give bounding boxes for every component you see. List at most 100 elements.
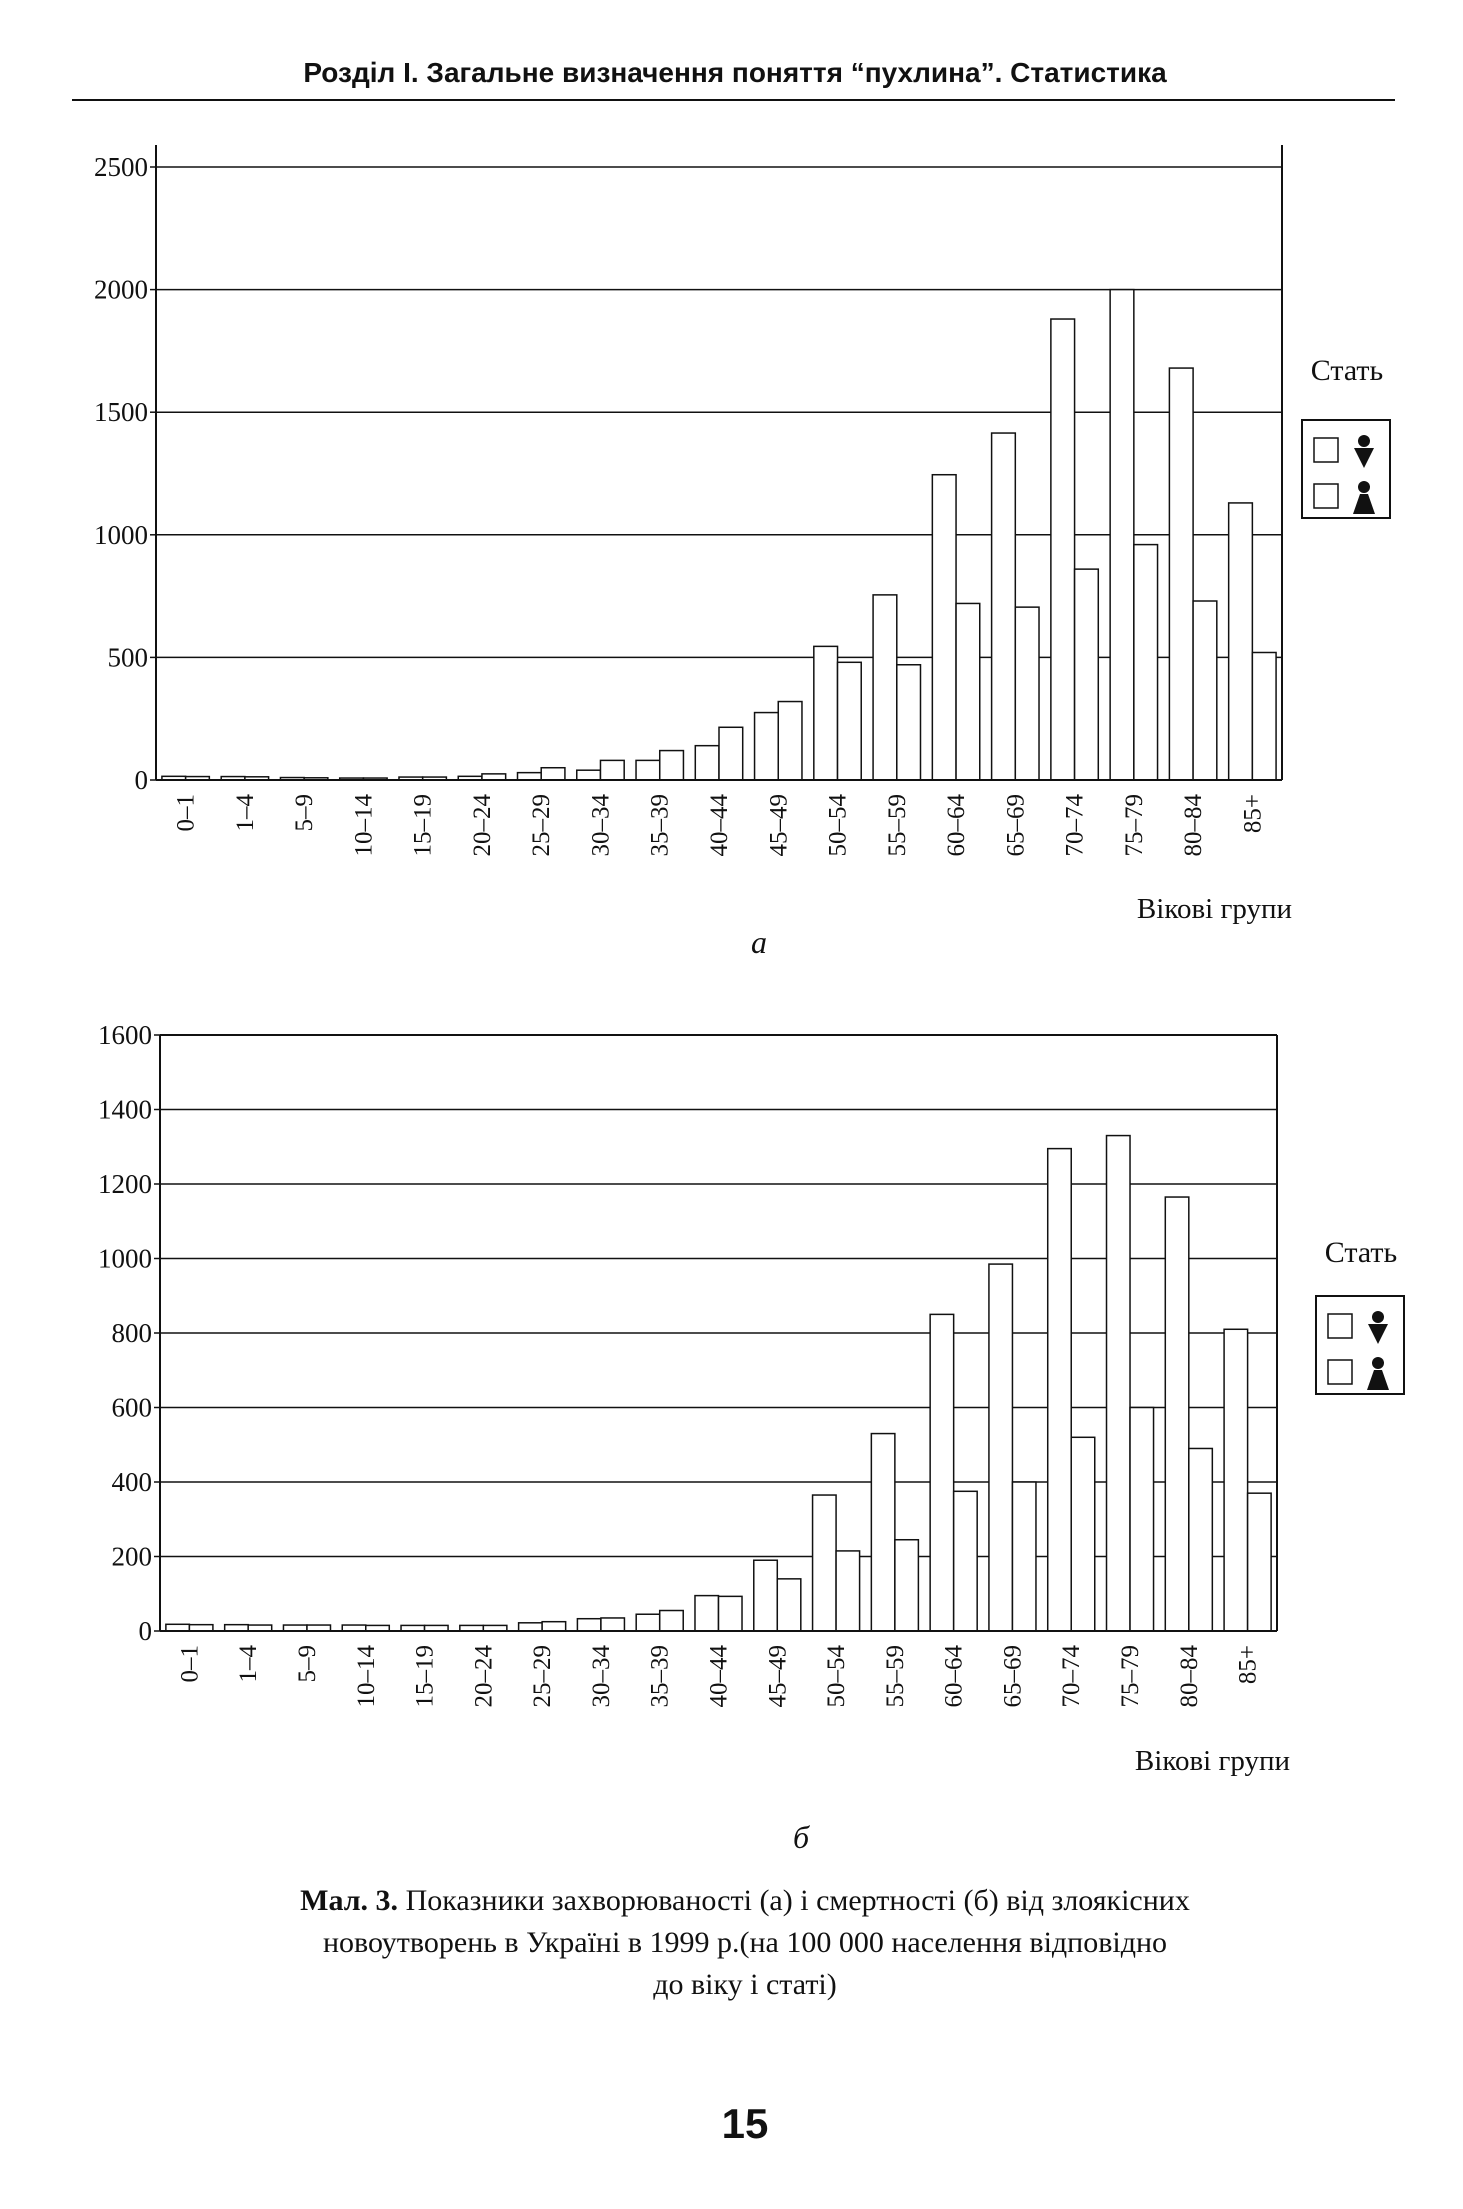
x-tick-label: 20–24 xyxy=(469,794,496,857)
bar xyxy=(988,1263,1014,1632)
legend-title: Стать xyxy=(1325,1236,1397,1269)
caption-label: Мал. 3. xyxy=(300,1884,398,1917)
bar xyxy=(1164,1196,1190,1632)
y-tick-label: 2500 xyxy=(94,152,148,182)
bar xyxy=(635,759,661,781)
bar xyxy=(931,473,957,781)
y-tick-label: 400 xyxy=(112,1467,153,1497)
x-tick-label: 80–84 xyxy=(1180,794,1207,857)
x-tick-label: 60–64 xyxy=(943,794,970,857)
bar xyxy=(718,726,744,781)
legend-title: Стать xyxy=(1311,354,1383,387)
x-tick-label: 85+ xyxy=(1239,794,1266,833)
y-tick-label: 1000 xyxy=(98,1244,152,1274)
bar xyxy=(1223,1328,1249,1632)
subcaption: а xyxy=(751,924,767,960)
x-tick-label: 25–29 xyxy=(528,794,555,857)
x-tick-label: 0–1 xyxy=(173,794,200,832)
x-tick-label: 15–19 xyxy=(412,1645,439,1708)
caption-line: новоутворень в Україні в 1999 р.(на 100 … xyxy=(323,1926,1167,1959)
y-tick-label: 800 xyxy=(112,1318,153,1348)
bar xyxy=(776,1578,802,1632)
x-tick-label: 45–49 xyxy=(765,794,792,857)
x-tick-label: 10–14 xyxy=(353,1645,380,1708)
bar xyxy=(1251,651,1277,781)
bar xyxy=(753,1559,779,1632)
bar xyxy=(1073,568,1100,781)
y-tick-label: 1000 xyxy=(94,520,148,550)
bar xyxy=(1011,1481,1037,1632)
bar xyxy=(635,1613,661,1632)
bar xyxy=(894,1538,920,1632)
y-tick-label: 2000 xyxy=(94,275,148,305)
bar xyxy=(896,664,922,781)
bar xyxy=(836,661,862,781)
bar xyxy=(753,711,780,781)
legend-icon xyxy=(1368,1324,1388,1344)
x-axis-label: Вікові групи xyxy=(1137,893,1292,925)
bar xyxy=(777,700,803,781)
x-tick-label: 85+ xyxy=(1235,1645,1262,1684)
x-tick-label: 55–59 xyxy=(884,794,911,857)
bar xyxy=(576,1617,602,1632)
bar xyxy=(658,749,685,781)
page-number: 15 xyxy=(722,2100,769,2147)
y-tick-label: 1500 xyxy=(94,397,148,427)
x-tick-label: 5–9 xyxy=(291,794,318,832)
bar xyxy=(600,1617,626,1632)
y-tick-label: 1600 xyxy=(98,1020,152,1050)
x-tick-label: 80–84 xyxy=(1176,1645,1203,1708)
x-tick-label: 40–44 xyxy=(706,1645,733,1708)
y-tick-label: 500 xyxy=(108,642,149,672)
caption-text: Показники захворюваності (а) і смертност… xyxy=(406,1884,1190,1917)
bar xyxy=(1168,367,1194,781)
bar xyxy=(1050,318,1076,781)
y-tick-label: 200 xyxy=(112,1542,153,1572)
bar xyxy=(694,744,720,781)
x-tick-label: 0–1 xyxy=(176,1645,203,1683)
y-tick-label: 0 xyxy=(139,1616,153,1646)
legend-frame xyxy=(1301,419,1391,519)
legend-icon xyxy=(1367,1370,1389,1390)
legend-swatch xyxy=(1313,483,1339,509)
bar xyxy=(1188,1447,1214,1632)
bar xyxy=(165,1623,191,1632)
x-tick-label: 70–74 xyxy=(1062,794,1089,857)
bar xyxy=(1133,543,1159,781)
bar xyxy=(1192,600,1218,781)
y-tick-label: 600 xyxy=(112,1393,153,1423)
bar xyxy=(1105,1134,1131,1632)
bar xyxy=(952,1490,978,1632)
bar xyxy=(990,432,1017,781)
bar xyxy=(599,759,625,781)
x-tick-label: 10–14 xyxy=(350,794,377,857)
running-header: Розділ І. Загальне визначення поняття “п… xyxy=(303,57,1167,88)
x-tick-label: 45–49 xyxy=(764,1645,791,1708)
legend-icon xyxy=(1353,494,1375,514)
bar xyxy=(1070,1436,1096,1632)
subcaption: б xyxy=(793,1819,810,1855)
caption-line: Мал. 3. Показники захворюваності (а) і с… xyxy=(300,1884,1190,1917)
legend-icon xyxy=(1358,481,1370,493)
bar xyxy=(516,771,542,781)
bar xyxy=(955,602,981,781)
x-tick-label: 5–9 xyxy=(294,1645,321,1683)
x-tick-label: 20–24 xyxy=(470,1645,497,1708)
x-tick-label: 75–79 xyxy=(1121,794,1148,857)
y-tick-label: 0 xyxy=(135,765,149,795)
x-tick-label: 50–54 xyxy=(825,794,852,857)
legend-icon xyxy=(1372,1357,1384,1369)
x-tick-label: 65–69 xyxy=(1002,794,1029,857)
x-tick-label: 1–4 xyxy=(235,1645,262,1683)
legend-swatch xyxy=(1327,1359,1353,1385)
x-tick-label: 35–39 xyxy=(647,1645,674,1708)
bar xyxy=(576,769,602,781)
bar xyxy=(1246,1492,1272,1632)
caption-line: до віку і статі) xyxy=(653,1968,837,2001)
x-axis-label: Вікові групи xyxy=(1135,1745,1290,1777)
y-tick-label: 1400 xyxy=(98,1095,152,1125)
x-tick-label: 15–19 xyxy=(410,794,437,857)
bar xyxy=(1109,288,1135,781)
legend-swatch xyxy=(1327,1313,1353,1339)
